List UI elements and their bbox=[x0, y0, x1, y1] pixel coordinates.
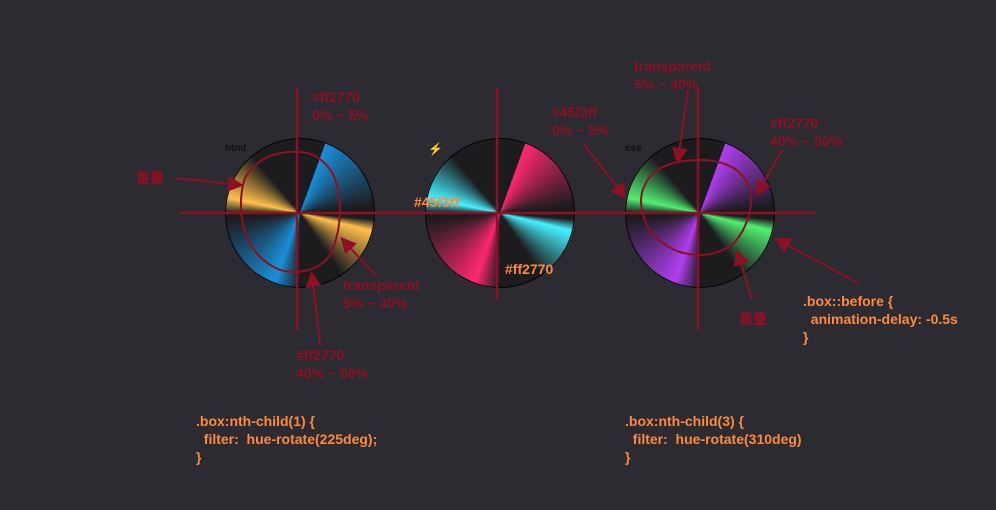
annotation-box1-left: 重叠 bbox=[136, 170, 164, 186]
annotation-box2-left: #45f3ff bbox=[414, 194, 460, 210]
lightning-icon: ⚡ bbox=[428, 142, 443, 156]
annotation-box3-top: transparent 5% ~ 40% bbox=[634, 58, 712, 92]
annotation-box3-bottom: 重叠 bbox=[739, 311, 767, 327]
annotation-box2-bottom: #ff2770 bbox=[505, 261, 554, 277]
arrow-box3-right bbox=[756, 149, 783, 197]
arrow-before-code bbox=[774, 238, 859, 284]
overlap-loop-1 bbox=[239, 150, 341, 273]
arrow-box3-bottom bbox=[733, 249, 753, 301]
annotation-box1-top: #ff2770 0% ~ 5% bbox=[312, 89, 369, 123]
box-label-html: html bbox=[225, 143, 247, 154]
arrow-box1-left bbox=[174, 175, 244, 192]
code-before-rule: .box::before { animation-delay: -0.5s } bbox=[803, 293, 958, 345]
arrow-box3-top bbox=[671, 89, 689, 164]
annotation-box3-left: #45f3ff 0% ~ 5% bbox=[552, 104, 609, 138]
code-nth-child-3: .box:nth-child(3) { filter: hue-rotate(3… bbox=[625, 413, 802, 465]
arrow-box1-right bbox=[340, 237, 376, 276]
code-nth-child-1: .box:nth-child(1) { filter: hue-rotate(2… bbox=[196, 413, 378, 465]
arrow-box3-left bbox=[582, 142, 627, 200]
box-label-css: css bbox=[625, 143, 642, 154]
arrow-box1-bottom bbox=[305, 271, 322, 346]
annotation-box1-bottom: #ff2770 40% ~ 50% bbox=[296, 347, 368, 381]
annotation-box1-right: transparent 5% ~ 40% bbox=[343, 277, 421, 311]
overlap-loop-3 bbox=[640, 158, 752, 256]
annotation-box3-right: #ff2770 40% ~ 50% bbox=[770, 115, 842, 149]
